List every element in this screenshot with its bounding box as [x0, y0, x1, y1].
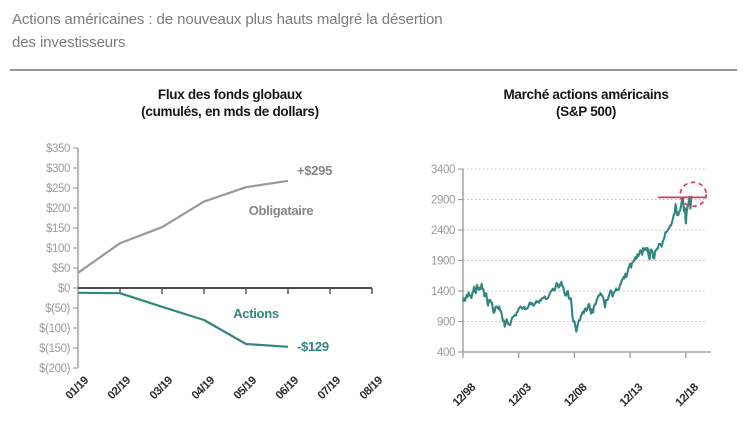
y-tick-label: $100 — [46, 243, 70, 255]
x-tick-label: 12/03 — [506, 382, 533, 409]
y-tick-label: 400 — [437, 347, 455, 359]
bond-end-value-label: +$295 — [297, 163, 332, 178]
x-tick-label: 12/13 — [618, 382, 645, 409]
y-tick-label: $50 — [52, 263, 70, 275]
y-tick-label: $300 — [46, 163, 70, 175]
new-high-circle — [679, 181, 708, 208]
y-tick-label: 900 — [437, 317, 455, 329]
x-tick-label: 06/19 — [274, 375, 301, 402]
y-tick-label: 1400 — [431, 286, 455, 298]
y-tick-label: $150 — [46, 223, 70, 235]
x-tick-label: 04/19 — [190, 375, 217, 402]
sp500-chart-title-line2: (S&P 500) — [555, 104, 617, 119]
y-tick-label: $250 — [46, 183, 70, 195]
x-tick-label: 01/19 — [64, 375, 91, 402]
x-tick-label: 12/18 — [673, 381, 701, 409]
y-tick-label: $350 — [46, 143, 70, 155]
equity-end-value-label: -$129 — [297, 339, 329, 354]
flux-chart-title-line1: Flux des fonds globaux — [157, 87, 303, 102]
x-tick-label: 12/08 — [562, 381, 590, 409]
sp500-chart-title-line1: Marché actions américains — [503, 87, 669, 102]
y-tick-label: 3400 — [431, 164, 455, 176]
y-tick-label: $(50) — [45, 303, 70, 315]
y-tick-label: $(200) — [39, 363, 70, 375]
y-tick-label: $(150) — [39, 343, 70, 355]
equity-flows-line — [77, 291, 289, 348]
x-tick-label: 12/98 — [451, 381, 479, 409]
page-title-line2: des investisseurs — [12, 34, 126, 51]
y-tick-label: $200 — [46, 203, 70, 215]
bond-flows-line — [77, 179, 289, 274]
equity-series-label: Actions — [233, 306, 279, 321]
y-tick-label: 1900 — [431, 256, 455, 268]
flux-chart-title-line2: (cumulés, en mds de dollars) — [141, 104, 319, 119]
page-title-line1: Actions américaines : de nouveaux plus h… — [12, 11, 443, 28]
flux-chart-title: Flux des fonds globaux (cumulés, en mds … — [55, 86, 405, 120]
title-divider — [10, 69, 737, 71]
sp500-chart-title: Marché actions américains (S&P 500) — [425, 86, 747, 120]
fund-flows-chart: $350 $300 $250 $200 $150 $100 $50 $0 $(50) $(100)… — [39, 143, 385, 402]
y-tick-label: 2400 — [431, 225, 455, 237]
x-tick-label: 08/19 — [358, 375, 385, 402]
y-tick-label: 2900 — [431, 195, 455, 207]
sp500-chart: 3400 2900 2400 1900 1400 900 400 12/98 12/03 12/0… — [431, 164, 711, 409]
x-tick-label: 05/19 — [232, 375, 259, 402]
x-tick-label: 07/19 — [316, 375, 343, 402]
x-tick-label: 03/19 — [148, 375, 175, 402]
sp500-price-line — [461, 195, 693, 333]
y-tick-label: $(100) — [39, 323, 70, 335]
x-tick-label: 02/19 — [106, 375, 133, 402]
y-tick-label: $0 — [58, 283, 70, 295]
bond-series-label: Obligataire — [249, 203, 314, 218]
page-title: Actions américaines : de nouveaux plus h… — [12, 8, 672, 54]
